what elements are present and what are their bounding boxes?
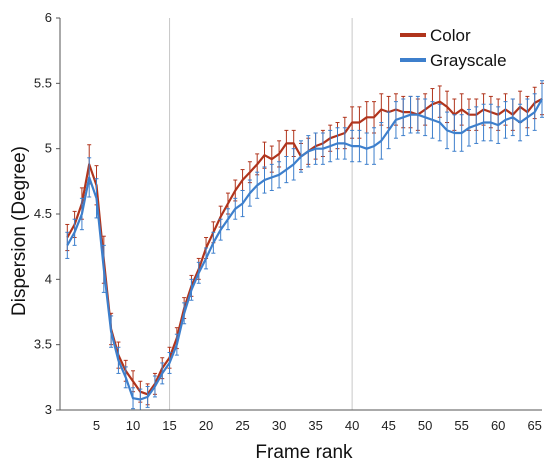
x-tick-label: 45 <box>381 418 395 433</box>
y-axis-title: Dispersion (Degree) <box>9 146 30 316</box>
y-tick-label: 5 <box>45 141 52 156</box>
series-layer <box>65 80 544 411</box>
y-tick-label: 3.5 <box>34 337 52 352</box>
y-tick-label: 6 <box>45 10 52 25</box>
x-tick-label: 30 <box>272 418 286 433</box>
series-line-grayscale <box>66 98 543 401</box>
x-tick-label: 15 <box>162 418 176 433</box>
x-tick-label: 50 <box>418 418 432 433</box>
y-tick-label: 4.5 <box>34 206 52 221</box>
legend-label-color: Color <box>430 26 471 45</box>
x-axis-title: Frame rank <box>255 442 353 463</box>
y-tick-label: 3 <box>45 402 52 417</box>
x-tick-label: 40 <box>345 418 359 433</box>
series-grayscale <box>65 80 544 411</box>
x-tick-label: 5 <box>93 418 100 433</box>
x-tick-label: 35 <box>308 418 322 433</box>
legend: Color Grayscale <box>400 26 507 70</box>
legend-label-grayscale: Grayscale <box>430 51 507 70</box>
reference-lines <box>169 18 353 410</box>
y-tick-label: 4 <box>45 271 52 286</box>
x-tick-label: 60 <box>491 418 505 433</box>
x-tick-label: 55 <box>454 418 468 433</box>
x-tick-label: 25 <box>235 418 249 433</box>
x-tick-label: 65 <box>527 418 541 433</box>
x-tick-label: 10 <box>126 418 140 433</box>
y-tick-label: 5.5 <box>34 75 52 90</box>
x-tick-label: 20 <box>199 418 213 433</box>
tick-labels: 33.544.555.565 10 15 20 25 30 35 40 45 50 55 60 65 <box>34 10 542 433</box>
